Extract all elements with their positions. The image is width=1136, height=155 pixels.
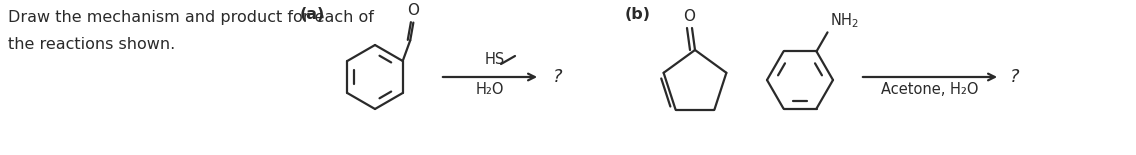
- Text: the reactions shown.: the reactions shown.: [8, 37, 175, 52]
- Text: ?: ?: [1010, 68, 1019, 86]
- Text: O: O: [684, 9, 695, 24]
- Text: NH$_2$: NH$_2$: [829, 12, 859, 30]
- Text: (b): (b): [625, 7, 651, 22]
- Text: Acetone, H₂O: Acetone, H₂O: [882, 82, 979, 97]
- Text: O: O: [408, 3, 419, 18]
- Text: HS: HS: [485, 52, 506, 67]
- Text: Draw the mechanism and product for each of: Draw the mechanism and product for each …: [8, 10, 374, 25]
- Text: ?: ?: [553, 68, 562, 86]
- Text: H₂O: H₂O: [476, 82, 504, 97]
- Text: (a): (a): [300, 7, 325, 22]
